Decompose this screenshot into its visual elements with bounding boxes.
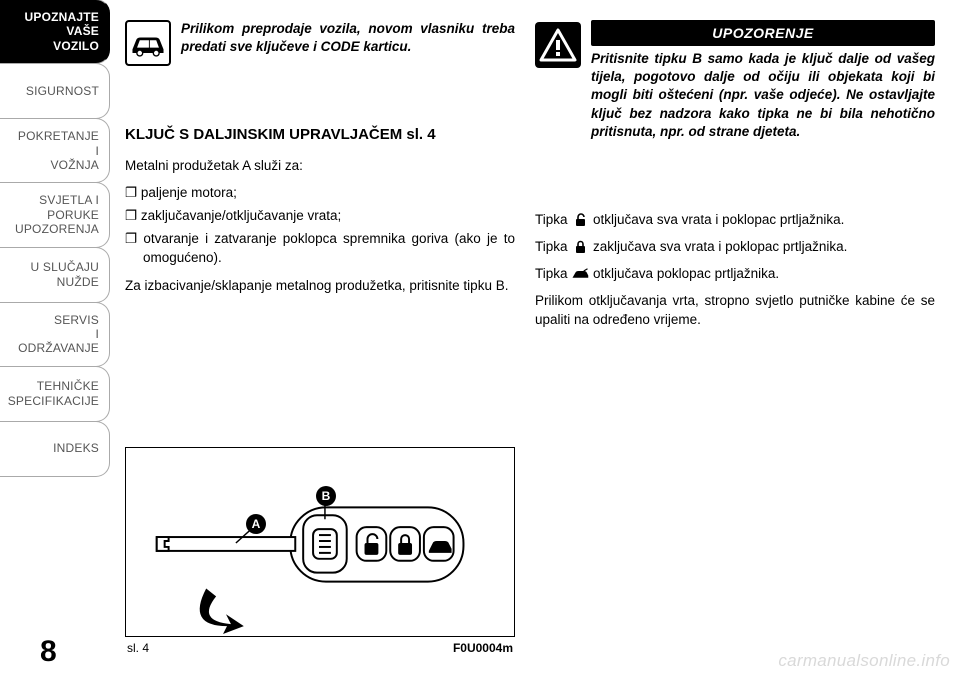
- cabin-light-text: Prilikom otključavanja vrta, stropno svj…: [535, 292, 935, 330]
- lock-padlock-icon: [571, 240, 589, 254]
- unlock-line: Tipka otključava sva vrata i poklopac pr…: [535, 211, 935, 230]
- tab-servis-odrzavanje: SERVIS I ODRŽAVANJE: [0, 302, 110, 367]
- tab-svjetla-upozorenja: SVJETLA I PORUKE UPOZORENJA: [0, 182, 110, 247]
- trunk-line: Tipka otključava poklopac prtljažnika.: [535, 265, 935, 284]
- key-functions-list: paljenje motora; zaključavanje/otključav…: [125, 184, 515, 268]
- left-column: Prilikom preprodaje vozila, novom vlasni…: [125, 20, 515, 304]
- warning-title: UPOZORENJE: [591, 20, 935, 46]
- remote-key-heading: KLJUČ S DALJINSKIM UPRAVLJAČEM sl. 4: [125, 126, 515, 143]
- trunk-open-icon: [571, 267, 589, 281]
- text-suffix: otključava sva vrata i poklopac prtljažn…: [593, 212, 844, 227]
- text-prefix: Tipka: [535, 212, 571, 227]
- tab-pokretanje-voznja: POKRETANJE I VOŽNJA: [0, 118, 110, 183]
- intro-text: Metalni produžetak A služi za:: [125, 157, 515, 176]
- outro-text: Za izbacivanje/sklapanje metalnog produž…: [125, 277, 515, 296]
- tab-sigurnost: SIGURNOST: [0, 63, 110, 119]
- resale-note-box: Prilikom preprodaje vozila, novom vlasni…: [125, 20, 515, 66]
- tab-u-slucaju-nuzde: U SLUČAJU NUŽDE: [0, 247, 110, 303]
- warning-box: UPOZORENJE Pritisnite tipku B samo kada …: [535, 20, 935, 141]
- text-suffix: otključava poklopac prtljažnika.: [593, 266, 779, 281]
- key-fob-illustration: [126, 448, 514, 636]
- warning-text: Pritisnite tipku B samo kada je ključ da…: [591, 50, 935, 141]
- section-tabs-sidebar: UPOZNAJTE VAŠE VOZILO SIGURNOST POKRETAN…: [0, 0, 110, 677]
- callout-a: A: [246, 514, 266, 534]
- figure-4: A B sl. 4 F0U0004m: [125, 447, 515, 655]
- figure-caption: sl. 4 F0U0004m: [125, 641, 515, 655]
- warning-triangle-icon: [535, 22, 581, 68]
- tab-tehnicke-specifikacije: TEHNIČKE SPECIFIKACIJE: [0, 366, 110, 422]
- list-item: paljenje motora;: [125, 184, 515, 203]
- callout-b: B: [316, 486, 336, 506]
- text-prefix: Tipka: [535, 239, 571, 254]
- figure-number: sl. 4: [127, 641, 149, 655]
- figure-code: F0U0004m: [453, 641, 513, 655]
- car-icon: [125, 20, 171, 66]
- resale-note-text: Prilikom preprodaje vozila, novom vlasni…: [181, 20, 515, 66]
- list-item: otvaranje i zatvaranje poklopca spremnik…: [125, 230, 515, 268]
- text-prefix: Tipka: [535, 266, 571, 281]
- tab-indeks: INDEKS: [0, 421, 110, 477]
- figure-frame: A B: [125, 447, 515, 637]
- list-item: zaključavanje/otključavanje vrata;: [125, 207, 515, 226]
- right-column: UPOZORENJE Pritisnite tipku B samo kada …: [535, 20, 935, 338]
- manual-page: UPOZNAJTE VAŠE VOZILO SIGURNOST POKRETAN…: [0, 0, 960, 677]
- page-number: 8: [40, 635, 57, 669]
- text-suffix: zaključava sva vrata i poklopac prtljažn…: [593, 239, 847, 254]
- tab-upoznajte-vozilo: UPOZNAJTE VAŠE VOZILO: [0, 0, 110, 64]
- unlock-padlock-icon: [571, 213, 589, 227]
- lock-line: Tipka zaključava sva vrata i poklopac pr…: [535, 238, 935, 257]
- watermark-text: carmanualsonline.info: [778, 651, 950, 671]
